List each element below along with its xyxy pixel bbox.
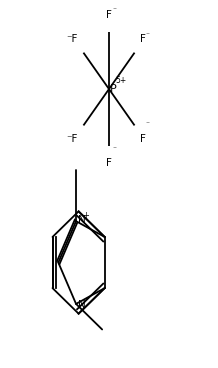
Text: F: F [140, 134, 146, 144]
Text: ⁻: ⁻ [113, 144, 117, 153]
Text: N: N [78, 215, 85, 225]
Text: +: + [82, 211, 89, 220]
Text: P: P [110, 84, 117, 94]
Text: N: N [78, 300, 85, 310]
Text: F: F [106, 10, 112, 20]
Text: ⁻: ⁻ [145, 120, 149, 128]
Text: ⁻: ⁻ [113, 6, 117, 15]
Text: ⁻F: ⁻F [66, 134, 78, 144]
Text: ⁻F: ⁻F [66, 35, 78, 45]
Text: F: F [106, 159, 112, 169]
Text: 5+: 5+ [115, 76, 126, 85]
Text: ⁻: ⁻ [145, 30, 149, 39]
Text: F: F [140, 35, 146, 45]
